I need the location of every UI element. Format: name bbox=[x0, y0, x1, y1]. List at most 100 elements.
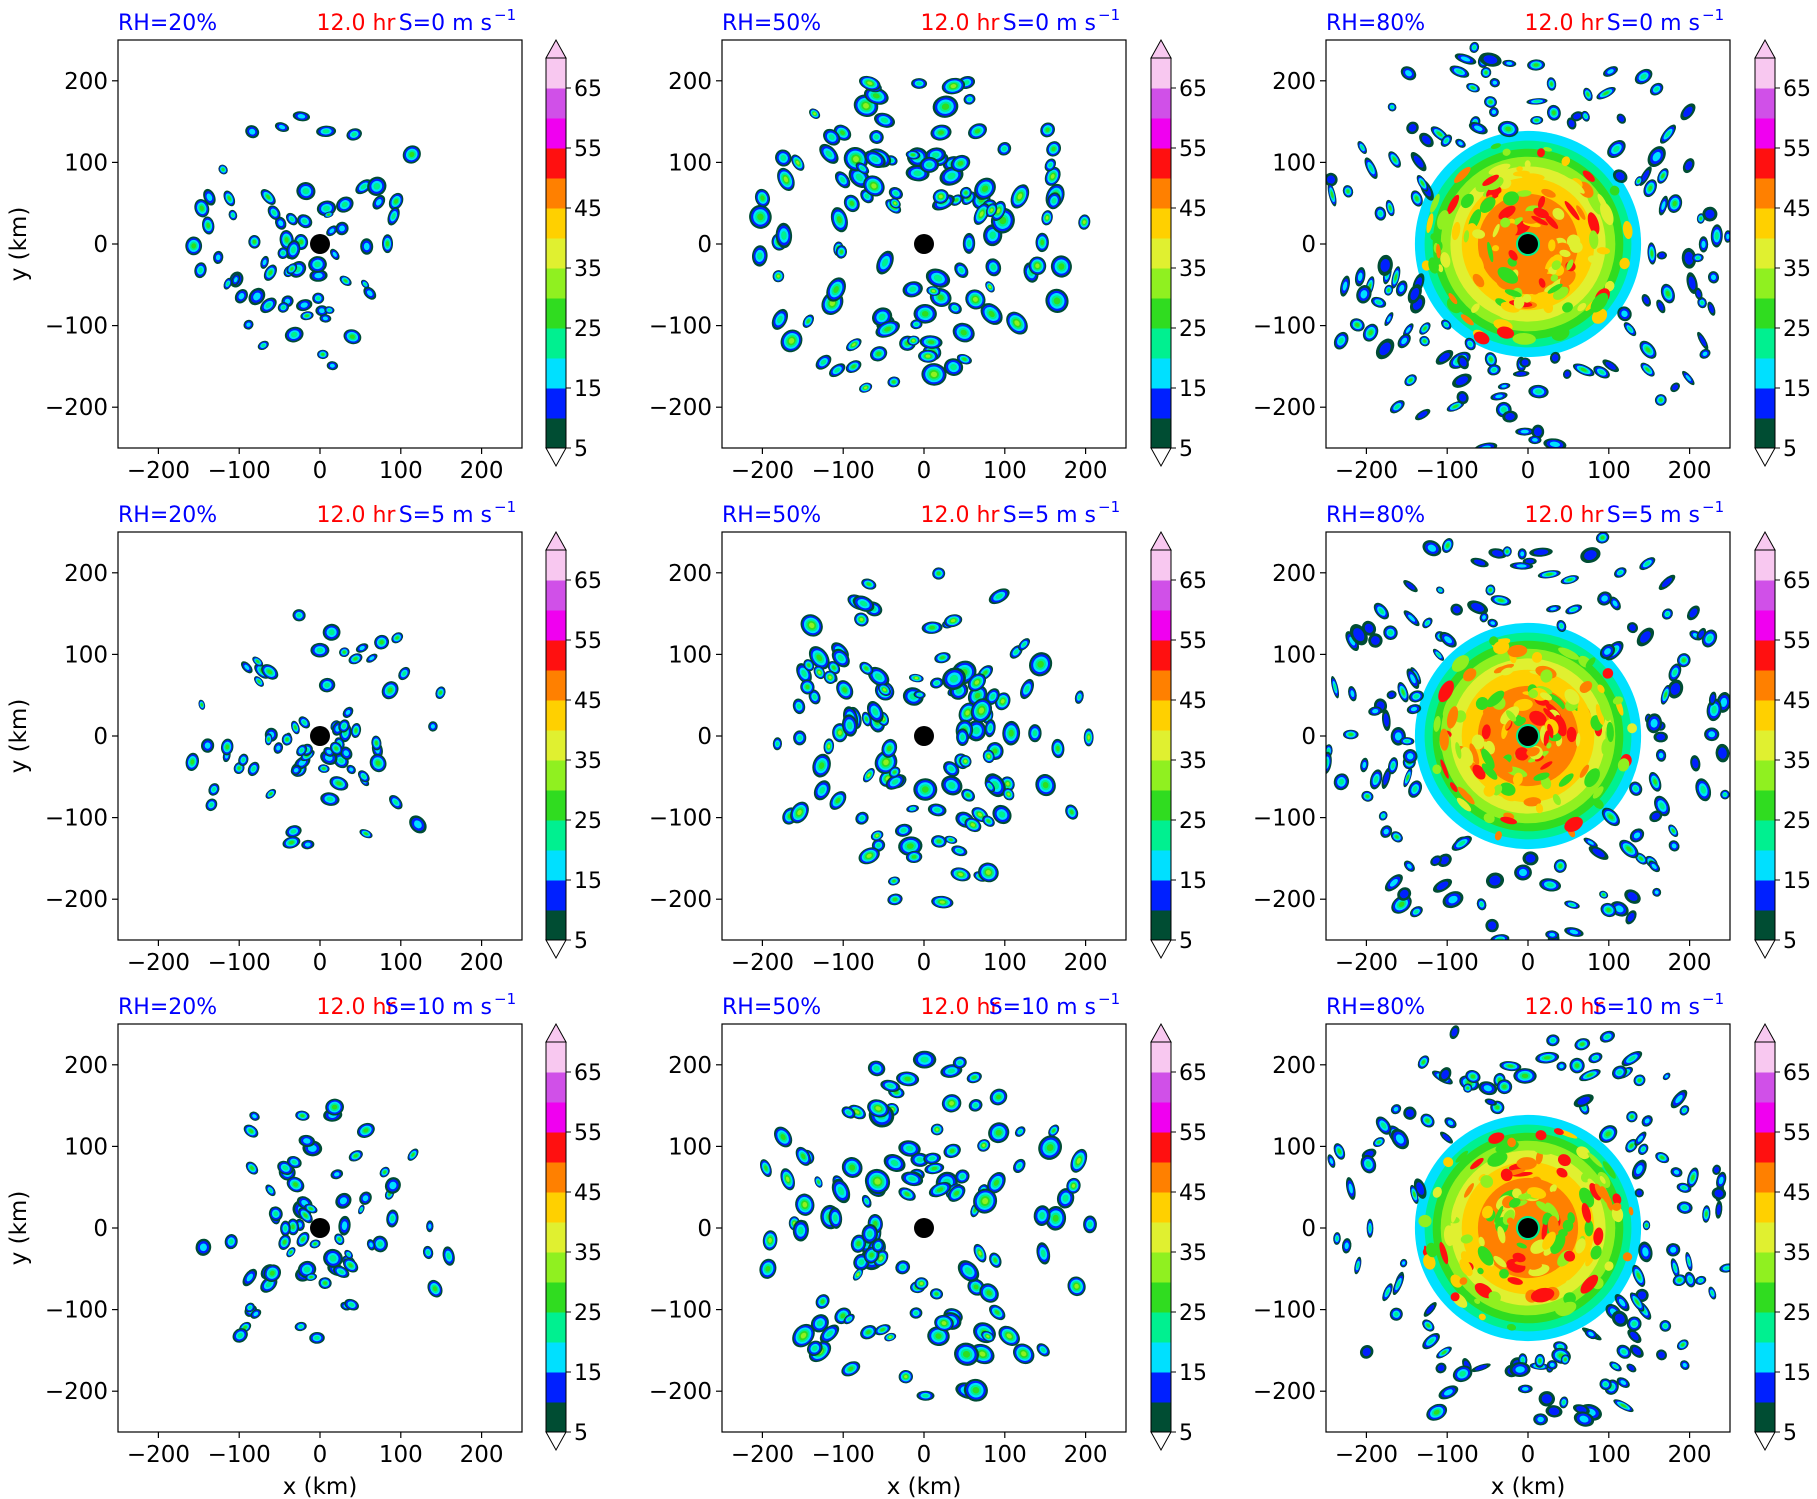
reflectivity-cell bbox=[1648, 185, 1653, 191]
reflectivity-cell bbox=[1558, 773, 1574, 787]
reflectivity-cell bbox=[1448, 293, 1458, 305]
reflectivity-cell bbox=[954, 198, 959, 202]
y-tick-label: 0 bbox=[1301, 724, 1316, 750]
reflectivity-cell bbox=[1051, 146, 1056, 152]
reflectivity-cell bbox=[1549, 932, 1556, 937]
reflectivity-cell bbox=[428, 1223, 432, 1229]
reflectivity-cell bbox=[1568, 119, 1575, 128]
reflectivity-cell bbox=[198, 267, 203, 273]
reflectivity-cell bbox=[890, 1159, 899, 1167]
reflectivity-cell bbox=[375, 760, 381, 766]
reflectivity-cell bbox=[1425, 621, 1430, 625]
reflectivity-cell bbox=[1017, 193, 1023, 200]
reflectivity-cell bbox=[1505, 412, 1515, 421]
reflectivity-cell bbox=[1401, 689, 1405, 696]
reflectivity-cell bbox=[1695, 256, 1700, 260]
reflectivity-cell bbox=[1605, 1194, 1613, 1211]
colorbar-tick-label: 5 bbox=[1179, 929, 1193, 954]
colorbar-segment bbox=[1755, 580, 1775, 611]
reflectivity-cell bbox=[1487, 921, 1497, 930]
reflectivity-cell bbox=[1355, 323, 1360, 327]
reflectivity-cell bbox=[1682, 1362, 1687, 1368]
colorbar-segment bbox=[546, 1162, 566, 1193]
reflectivity-cell bbox=[1481, 763, 1498, 780]
colorbar-tick-label: 65 bbox=[1783, 569, 1811, 594]
colorbar-segment bbox=[546, 730, 566, 761]
colorbar-segment bbox=[546, 388, 566, 419]
reflectivity-cell bbox=[1501, 794, 1516, 802]
reflectivity-cell bbox=[339, 1197, 347, 1205]
reflectivity-cell bbox=[1604, 648, 1611, 655]
reflectivity-cell bbox=[1498, 314, 1514, 321]
reflectivity-cell bbox=[1677, 1278, 1682, 1282]
reflectivity-cell bbox=[1615, 905, 1624, 913]
reflectivity-cell bbox=[872, 708, 879, 716]
reflectivity-cell bbox=[1705, 1211, 1708, 1217]
reflectivity-cell bbox=[1601, 595, 1608, 602]
reflectivity-cell bbox=[1682, 1108, 1687, 1113]
reflectivity-cell bbox=[1500, 816, 1518, 825]
reflectivity-cell bbox=[875, 834, 879, 837]
colorbar-segment bbox=[546, 298, 566, 329]
reflectivity-cell bbox=[829, 300, 836, 306]
reflectivity-cell bbox=[939, 900, 945, 904]
reflectivity-cell bbox=[1451, 221, 1461, 241]
reflectivity-cell bbox=[1548, 1407, 1560, 1416]
reflectivity-cell bbox=[1443, 1225, 1455, 1247]
reflectivity-cell bbox=[1438, 680, 1454, 703]
reflectivity-cell bbox=[1543, 1056, 1551, 1060]
shear-unit-exponent: −1 bbox=[494, 498, 516, 516]
reflectivity-cell bbox=[989, 231, 997, 239]
colorbar-segment bbox=[1151, 850, 1171, 881]
storm-center-marker bbox=[914, 234, 934, 254]
reflectivity-cell bbox=[1618, 115, 1625, 122]
reflectivity-cell bbox=[840, 130, 845, 135]
reflectivity-cell bbox=[1584, 114, 1588, 119]
reflectivity-cell bbox=[859, 617, 864, 622]
reflectivity-cell bbox=[1538, 278, 1546, 288]
reflectivity-cell bbox=[1567, 578, 1573, 582]
reflectivity-cell bbox=[1521, 173, 1545, 181]
reflectivity-cell bbox=[326, 749, 332, 755]
reflectivity-cell bbox=[1546, 742, 1552, 749]
reflectivity-cell bbox=[950, 84, 957, 89]
reflectivity-cell bbox=[1460, 56, 1471, 62]
reflectivity-cell bbox=[760, 195, 765, 201]
shear-label: S=0 m s bbox=[1003, 11, 1096, 36]
reflectivity-cell bbox=[990, 208, 994, 212]
reflectivity-cell bbox=[1394, 732, 1402, 741]
colorbar-extend-max bbox=[1150, 38, 1172, 59]
reflectivity-cell bbox=[1456, 797, 1472, 812]
reflectivity-cell bbox=[1710, 694, 1716, 703]
reflectivity-cell bbox=[1413, 694, 1420, 699]
colorbar-frame bbox=[1754, 57, 1776, 449]
reflectivity-cell bbox=[1643, 296, 1650, 305]
reflectivity-cell bbox=[1547, 1191, 1558, 1203]
x-tick-label: 100 bbox=[983, 458, 1027, 484]
reflectivity-cell bbox=[887, 745, 892, 752]
reflectivity-cell bbox=[1556, 242, 1570, 251]
reflectivity-cell bbox=[1691, 1174, 1695, 1181]
y-tick-label: −200 bbox=[45, 887, 108, 913]
reflectivity-cell bbox=[1432, 857, 1440, 865]
reflectivity-cell bbox=[1579, 1187, 1595, 1208]
reflectivity-cell bbox=[916, 1157, 924, 1163]
reflectivity-cell bbox=[985, 869, 991, 875]
reflectivity-cell bbox=[1687, 1258, 1691, 1265]
reflectivity-cell bbox=[922, 1393, 929, 1398]
reflectivity-cell bbox=[1533, 549, 1549, 556]
colorbar-segment bbox=[1755, 850, 1775, 881]
x-tick-label: 100 bbox=[379, 458, 423, 484]
reflectivity-cell bbox=[191, 243, 197, 249]
reflectivity-cell bbox=[1443, 1157, 1454, 1168]
reflectivity-cell bbox=[1491, 245, 1500, 252]
colorbar-segment bbox=[1755, 58, 1775, 89]
reflectivity-cell bbox=[1549, 1184, 1557, 1193]
reflectivity-cell bbox=[900, 828, 907, 833]
shear-unit-exponent: −1 bbox=[1098, 6, 1120, 24]
reflectivity-cell bbox=[1505, 126, 1512, 132]
y-tick-label: 0 bbox=[697, 724, 712, 750]
reflectivity-cell bbox=[1524, 160, 1531, 169]
